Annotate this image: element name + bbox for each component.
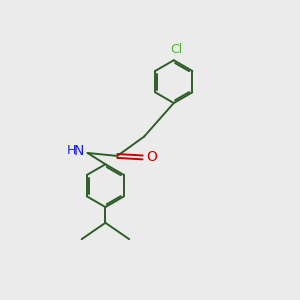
Text: Cl: Cl <box>170 43 182 56</box>
Text: H: H <box>67 144 76 157</box>
Text: O: O <box>146 150 157 164</box>
Text: N: N <box>74 144 84 158</box>
